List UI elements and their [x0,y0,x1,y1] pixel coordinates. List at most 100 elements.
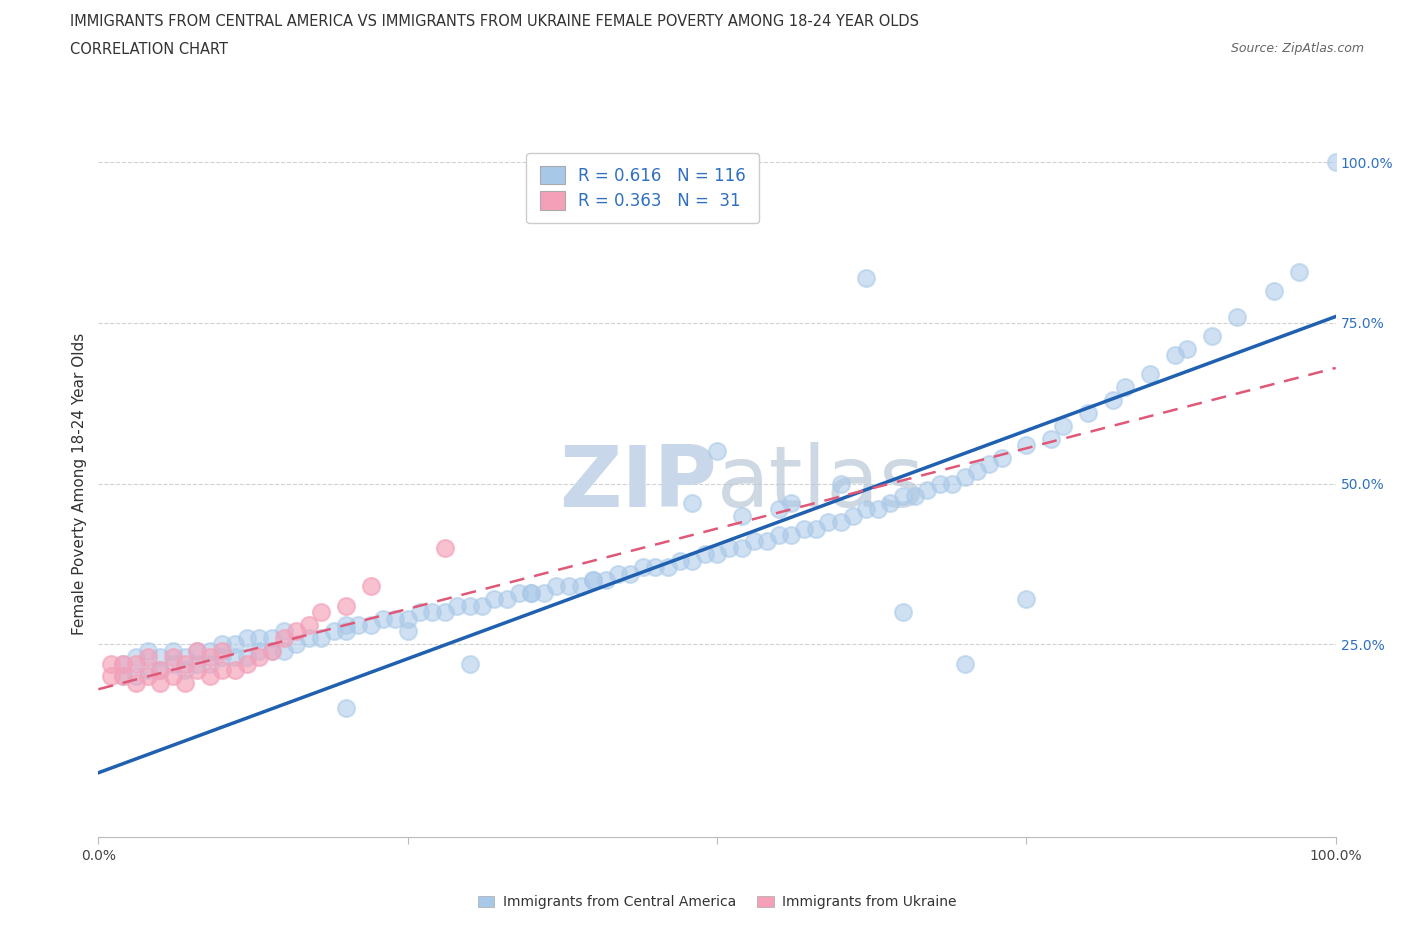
Point [619,566,641,581]
Point [1288,264,1310,279]
Point [557,579,579,594]
Point [657,560,679,575]
Point [162,656,184,671]
Text: CORRELATION CHART: CORRELATION CHART [70,42,228,57]
Point [830,476,852,491]
Point [211,637,233,652]
Point [471,598,494,613]
Point [953,470,976,485]
Point [742,534,765,549]
Point [162,669,184,684]
Point [855,502,877,517]
Point [731,540,754,555]
Point [1201,328,1223,343]
Text: Source: ZipAtlas.com: Source: ZipAtlas.com [1230,42,1364,55]
Point [546,579,568,594]
Point [136,669,159,684]
Point [1052,418,1074,433]
Point [309,631,332,645]
Point [979,457,1001,472]
Point [162,644,184,658]
Point [607,566,630,581]
Point [335,701,357,716]
Point [1114,379,1136,394]
Point [162,650,184,665]
Point [433,604,456,619]
Point [990,450,1012,465]
Point [433,540,456,555]
Point [112,656,135,671]
Point [582,573,605,588]
Point [817,514,839,529]
Point [631,560,654,575]
Text: atlas: atlas [717,442,925,525]
Point [780,527,803,542]
Point [124,656,146,671]
Point [112,669,135,684]
Point [879,496,901,511]
Point [149,650,172,665]
Point [347,618,370,632]
Point [236,650,259,665]
Point [198,644,221,658]
Point [186,644,208,658]
Point [1164,348,1187,363]
Point [458,656,481,671]
Point [582,573,605,588]
Point [224,637,246,652]
Point [706,547,728,562]
Point [247,631,270,645]
Point [520,585,543,600]
Point [644,560,666,575]
Point [309,604,332,619]
Point [917,483,939,498]
Point [1102,392,1125,407]
Point [495,591,517,606]
Point [830,514,852,529]
Point [149,662,172,677]
Point [360,579,382,594]
Point [693,547,716,562]
Point [124,675,146,690]
Point [335,624,357,639]
Point [595,573,617,588]
Point [198,656,221,671]
Point [804,521,827,536]
Point [842,509,865,524]
Point [718,540,741,555]
Point [112,669,135,684]
Point [335,618,357,632]
Point [247,644,270,658]
Point [186,656,208,671]
Text: ZIP: ZIP [560,442,717,525]
Point [484,591,506,606]
Point [273,644,295,658]
Point [136,662,159,677]
Point [100,656,122,671]
Point [780,496,803,511]
Point [669,553,692,568]
Point [273,624,295,639]
Point [136,644,159,658]
Point [904,489,927,504]
Point [198,650,221,665]
Point [866,502,889,517]
Point [768,527,790,542]
Point [953,656,976,671]
Point [285,637,308,652]
Point [458,598,481,613]
Legend: Immigrants from Central America, Immigrants from Ukraine: Immigrants from Central America, Immigra… [472,890,962,915]
Point [928,476,950,491]
Point [768,502,790,517]
Point [508,585,530,600]
Point [360,618,382,632]
Point [260,644,283,658]
Point [755,534,778,549]
Point [569,579,592,594]
Point [396,611,419,626]
Point [1324,155,1347,170]
Point [520,585,543,600]
Point [211,662,233,677]
Point [260,644,283,658]
Point [706,444,728,458]
